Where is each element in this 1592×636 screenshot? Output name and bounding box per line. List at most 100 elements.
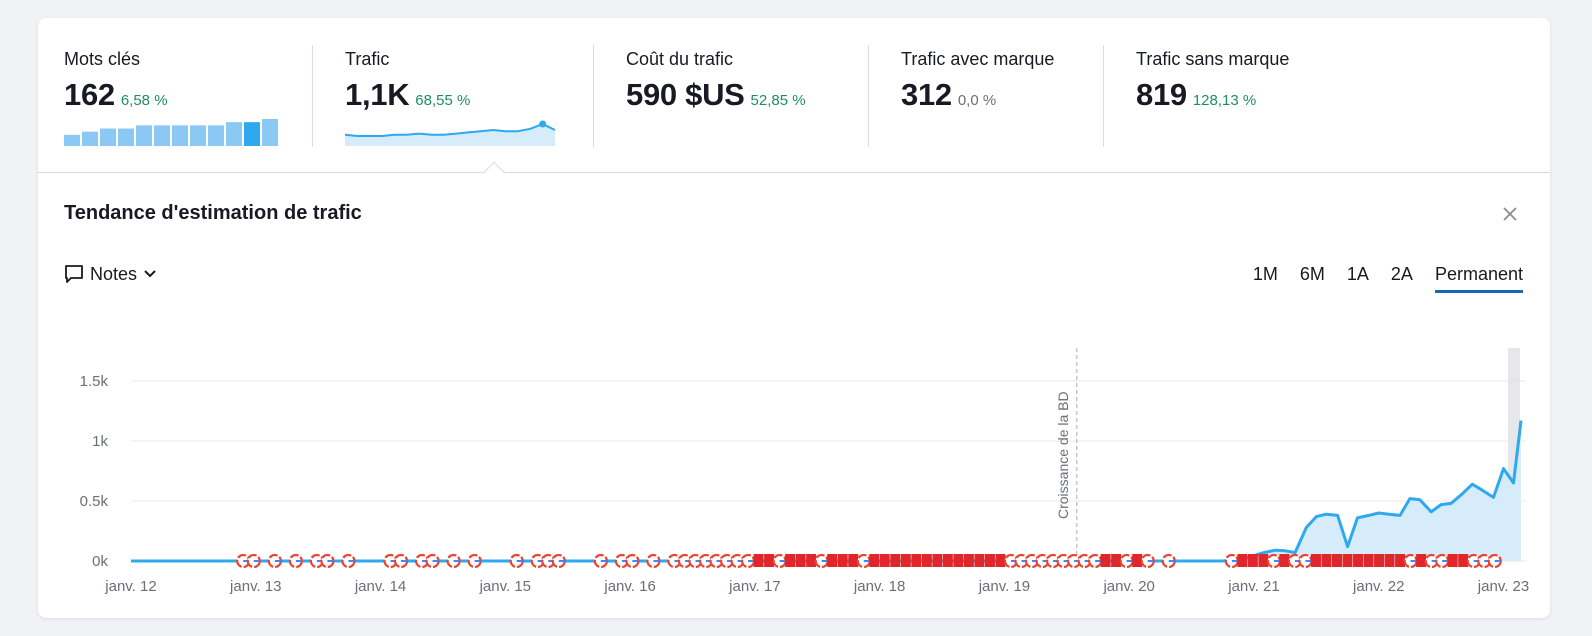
sparkline-bar xyxy=(82,131,98,146)
note-flag-icon xyxy=(785,554,796,567)
metrics-row: Mots clés 162 6,58 % Trafic 1,1K 68,55 % C… xyxy=(38,18,1550,173)
sparkline-bar xyxy=(244,122,260,146)
sparkline-bar xyxy=(136,125,152,146)
google-update-icon xyxy=(446,553,461,569)
close-icon xyxy=(1503,207,1517,221)
note-flag-icon xyxy=(953,554,964,567)
metric-value: 1,1K xyxy=(345,77,410,112)
note-flag-icon xyxy=(1310,554,1321,567)
note-flag-icon xyxy=(1363,554,1374,567)
note-flag-icon xyxy=(1100,554,1111,567)
google-update-icon xyxy=(1088,553,1103,569)
google-update-icon xyxy=(709,553,724,569)
series-line xyxy=(131,420,1523,563)
metric-divider xyxy=(593,45,594,147)
google-update-icon xyxy=(1224,553,1239,569)
note-flag-icon xyxy=(795,554,806,567)
x-tick-label: janv. 21 xyxy=(1227,578,1279,595)
notes-dropdown[interactable]: Notes xyxy=(64,262,157,286)
metric-value: 312 xyxy=(901,77,952,112)
note-flag-icon xyxy=(1111,554,1122,567)
note-flag-icon xyxy=(963,554,974,567)
traffic-trend-chart[interactable]: 0k 0.5k 1k 1.5k janv. 12 janv. 13 janv. 14 janv… xyxy=(38,318,1550,608)
google-update-icon xyxy=(246,553,261,569)
period-tab-2a[interactable]: 2A xyxy=(1390,264,1413,284)
note-flag-icon xyxy=(1353,554,1364,567)
period-tab-1m[interactable]: 1M xyxy=(1252,264,1278,284)
traffic-sparkline xyxy=(345,120,556,146)
metric-divider xyxy=(1103,45,1104,147)
notes-label: Notes xyxy=(90,263,138,284)
sparkline-bar xyxy=(100,128,116,146)
note-flag-icon xyxy=(932,554,943,567)
google-update-icon xyxy=(593,553,608,569)
x-tick-label: janv. 17 xyxy=(728,578,780,595)
x-tick-label: janv. 18 xyxy=(853,578,905,595)
google-update-icon xyxy=(856,553,871,569)
annotation-label: Croissance de la BD xyxy=(1055,391,1071,519)
google-update-icon xyxy=(509,553,524,569)
metric-divider xyxy=(312,45,313,147)
series-area xyxy=(131,420,1521,561)
x-tick-label: janv. 23 xyxy=(1477,578,1529,595)
note-flag-icon xyxy=(1384,554,1395,567)
metric-divider xyxy=(868,45,869,147)
google-update-icon xyxy=(267,553,282,569)
note-flag-icon xyxy=(1416,554,1427,567)
google-update-icon xyxy=(393,553,409,569)
note-flag-icon xyxy=(753,554,764,567)
metric-label: Trafic avec marque xyxy=(901,49,1055,69)
chevron-down-icon xyxy=(144,270,156,278)
period-tab-6m[interactable]: 6M xyxy=(1299,264,1325,284)
metric-value: 162 xyxy=(64,77,115,112)
keywords-sparkline xyxy=(64,119,278,146)
metric-label: Mots clés xyxy=(64,49,141,69)
x-tick-label: janv. 22 xyxy=(1352,578,1404,595)
note-flag-icon xyxy=(1132,554,1143,567)
sparkline-bar xyxy=(172,125,188,146)
traffic-overview-card: Mots clés 162 6,58 % Trafic 1,1K 68,55 % C… xyxy=(38,18,1550,618)
y-tick-label: 1k xyxy=(92,433,108,450)
sparkline-bar xyxy=(262,119,278,146)
google-update-icon xyxy=(288,553,303,569)
close-button[interactable] xyxy=(1498,202,1522,226)
y-tick-label: 1.5k xyxy=(80,373,109,390)
note-flag-icon xyxy=(1331,554,1342,567)
note-flag-icon xyxy=(1447,554,1458,567)
period-tab-1a[interactable]: 1A xyxy=(1346,264,1369,284)
google-update-icon xyxy=(814,553,829,569)
sparkline-bar xyxy=(118,128,134,146)
metric-delta: 6,58 % xyxy=(120,92,168,109)
note-flag-icon xyxy=(827,554,838,567)
comment-icon xyxy=(65,265,83,283)
period-tabs: 1M 6M 1A 2A Permanent xyxy=(1231,264,1523,293)
note-flag-icon xyxy=(1321,554,1332,567)
google-update-icon xyxy=(1119,553,1134,569)
note-flag-icon xyxy=(921,554,932,567)
note-flag-icon xyxy=(911,554,922,567)
sparkline-bar xyxy=(154,125,170,146)
sparkline-bar xyxy=(208,125,224,146)
metric-delta: 128,13 % xyxy=(1192,92,1257,109)
sparkline-bar xyxy=(190,125,206,146)
x-tick-label: janv. 13 xyxy=(229,578,281,595)
note-flag-icon xyxy=(1247,554,1258,567)
google-update-icon xyxy=(1266,553,1281,569)
x-tick-label: janv. 14 xyxy=(354,578,406,595)
note-flag-icon xyxy=(900,554,911,567)
metric-delta: 52,85 % xyxy=(750,92,806,109)
note-flag-icon xyxy=(1237,554,1248,567)
sparkline-line xyxy=(345,122,556,137)
google-update-icon xyxy=(1298,553,1313,569)
note-flag-icon xyxy=(942,554,953,567)
y-tick-label: 0k xyxy=(92,553,108,570)
google-update-icon xyxy=(551,553,566,569)
google-update-icon xyxy=(467,553,482,569)
x-tick-label: janv. 12 xyxy=(104,578,156,595)
note-flag-icon xyxy=(764,554,775,567)
period-tab-permanent[interactable]: Permanent xyxy=(1434,264,1523,293)
note-flag-icon xyxy=(1342,554,1353,567)
metric-label: Trafic xyxy=(345,49,390,69)
sparkline-bar xyxy=(64,134,80,146)
panel-title: Tendance d'estimation de trafic xyxy=(64,202,362,224)
